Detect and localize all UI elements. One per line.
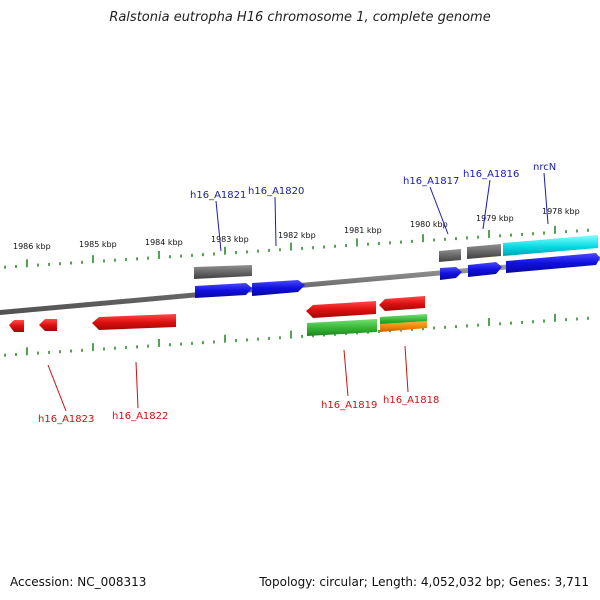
gene-feature-red-a1819: [306, 301, 376, 318]
gene-label-h16-a1822: h16_A1822: [112, 411, 168, 422]
scale-label-1983: 1983 kbp: [211, 235, 249, 244]
scale-label-1978: 1978 kbp: [542, 207, 580, 216]
gene-feature-red-2: [39, 319, 57, 331]
upper-scale-ticks: [4, 225, 589, 269]
upper-track-features: [194, 235, 600, 298]
bottom-leader-lines: [47, 345, 409, 412]
accession-label: Accession: NC_008313: [10, 575, 147, 589]
gene-feature-red-a1818: [379, 296, 425, 311]
genome-summary: Topology: circular; Length: 4,052,032 bp…: [259, 575, 589, 589]
lower-track-features: [9, 296, 427, 336]
scale-label-1981: 1981 kbp: [344, 226, 382, 235]
gene-label-h16-a1821: h16_A1821: [190, 190, 246, 201]
gene-feature-red-1: [9, 320, 24, 332]
scale-label-1984: 1984 kbp: [145, 238, 183, 247]
gene-feature-blue-a1820: [252, 280, 305, 296]
gene-feature-blue-a1821: [195, 283, 252, 298]
gene-feature-gray-a1816: [467, 244, 501, 259]
scale-label-1986: 1986 kbp: [13, 242, 51, 251]
gene-feature-blue-nrcN: [506, 253, 600, 273]
gene-feature-green-a1819: [307, 319, 377, 336]
gene-feature-red-a1822: [92, 314, 176, 330]
gene-feature-gray-a1817: [439, 249, 461, 262]
map-title: Ralstonia eutropha H16 chromosome 1, com…: [109, 10, 491, 25]
top-leader-lines: [215, 172, 549, 252]
gene-feature-orange-a1818: [380, 321, 427, 332]
scale-label-1980: 1980 kbp: [410, 220, 448, 229]
gene-label-h16-a1818: h16_A1818: [383, 395, 439, 406]
gene-feature-cyan-nrcN: [503, 235, 598, 256]
lower-scale-ticks: [4, 313, 589, 357]
scale-label-1985: 1985 kbp: [79, 240, 117, 249]
gene-label-h16-a1817: h16_A1817: [403, 176, 459, 187]
gene-feature-blue-a1817: [440, 267, 462, 280]
gene-label-h16-a1823: h16_A1823: [38, 414, 94, 425]
scale-label-1982: 1982 kbp: [278, 231, 316, 240]
gene-label-nrcN: nrcN: [533, 162, 556, 173]
gene-label-h16-a1816: h16_A1816: [463, 169, 519, 180]
gene-label-h16-a1819: h16_A1819: [321, 400, 377, 411]
gene-feature-blue-a1816: [468, 262, 502, 277]
scale-label-1979: 1979 kbp: [476, 214, 514, 223]
gene-label-h16-a1820: h16_A1820: [248, 186, 304, 197]
gene-feature-gray-a1821: [194, 265, 252, 279]
